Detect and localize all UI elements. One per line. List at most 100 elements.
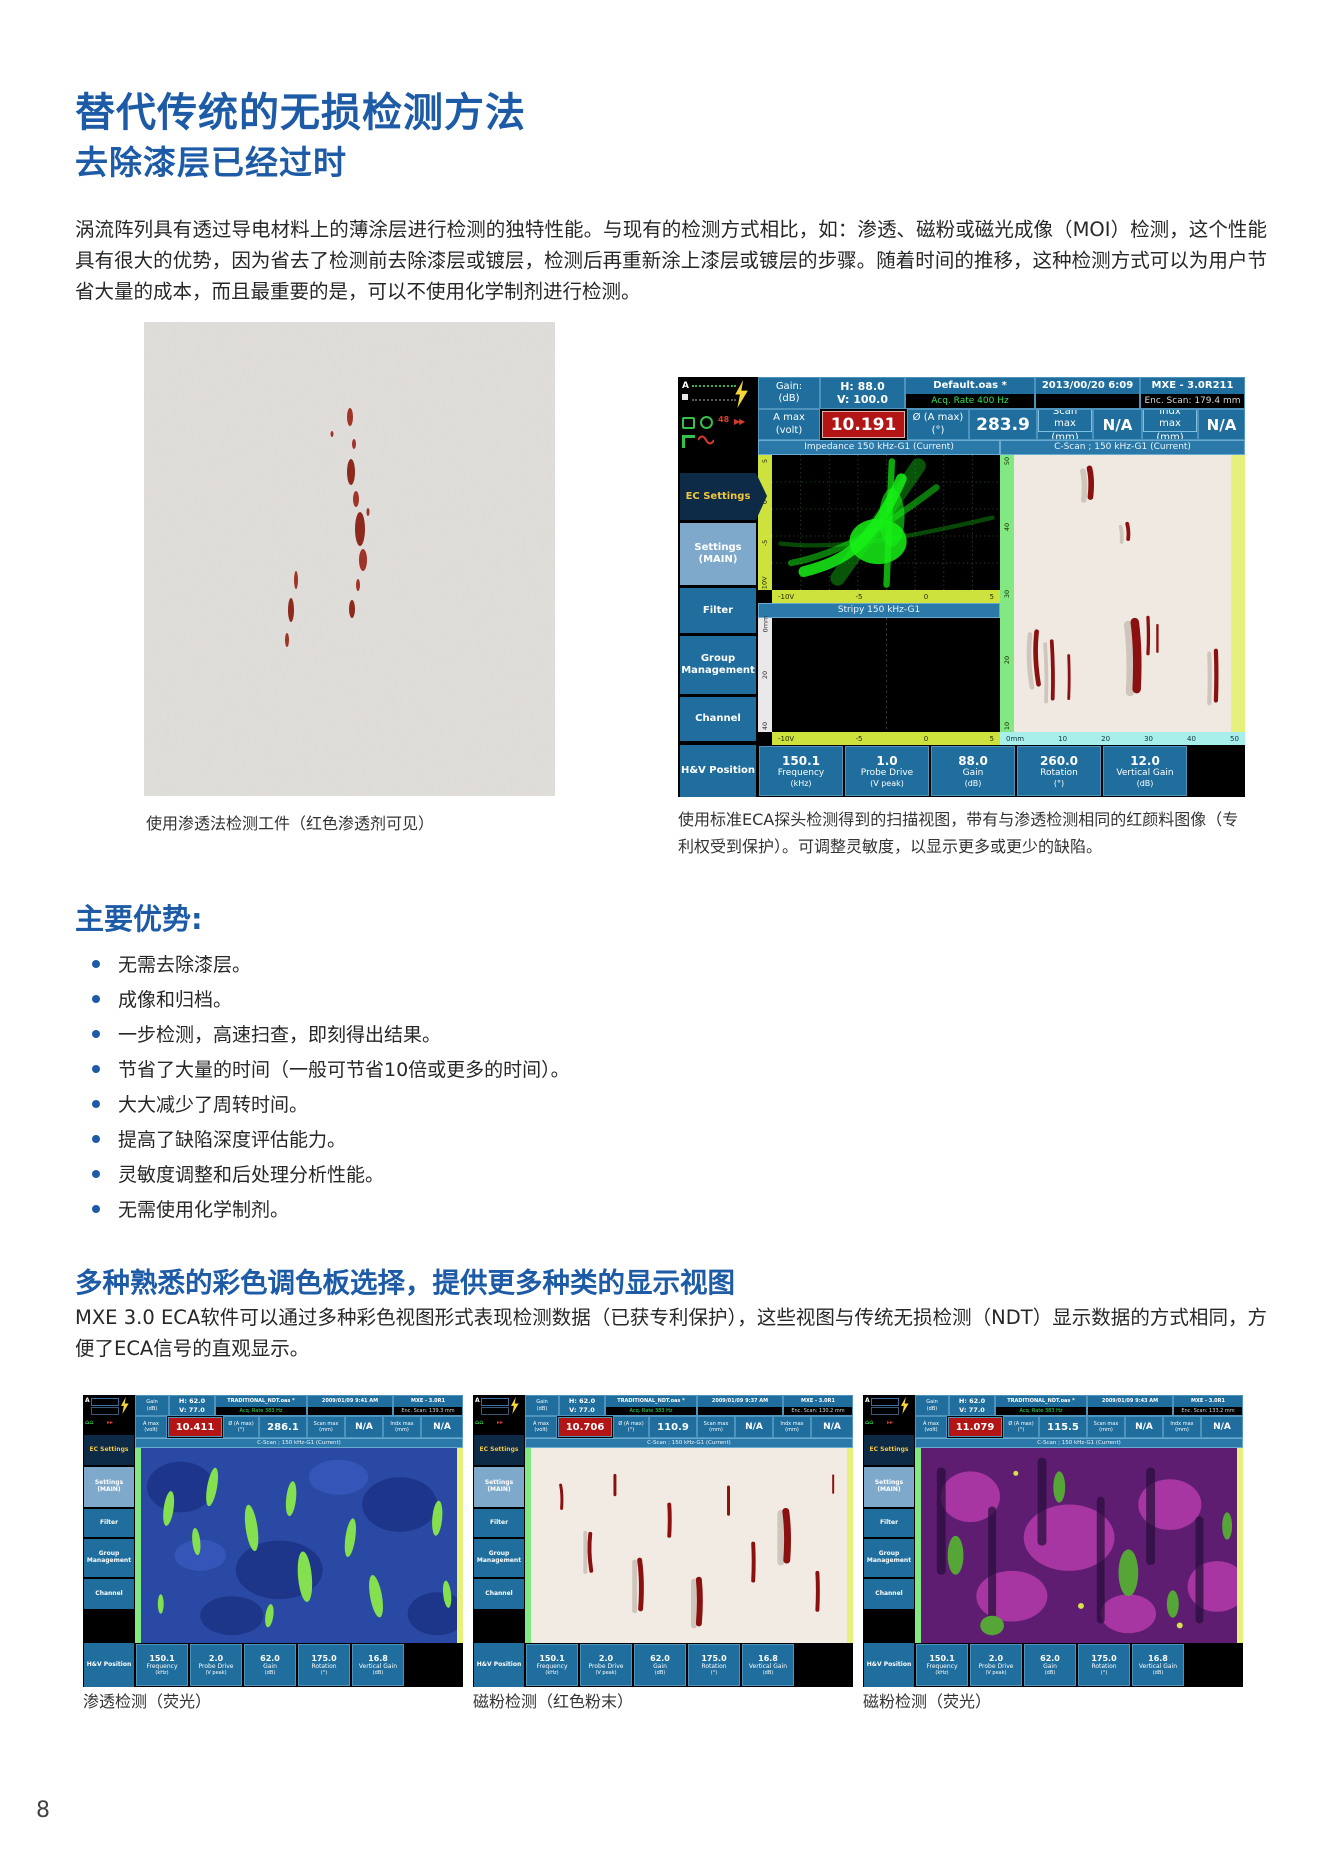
mini-topbar-row1: Gain (dB) H: 62.0 V: 77.0 TRADITIONAL_NDT.… (915, 1395, 1243, 1416)
mini-status-icons: A ⌂⌂ ▸▸ (83, 1395, 135, 1435)
file-name-cell: TRADITIONAL_NDT.oas * Acq. Rate 383 Hz (215, 1395, 307, 1416)
file-name-cell: TRADITIONAL_NDT.oas * Acq. Rate 383 Hz (995, 1395, 1087, 1416)
mxe-sidebar: A 48 ▶▶ EC Settings Settings (MAIN) Filt… (678, 377, 767, 797)
readout-gain: 62.0 Gain (dB) (634, 1644, 686, 1686)
bullet-icon (92, 1169, 100, 1178)
sidebar-button-group-management[interactable]: Group Management (680, 636, 756, 694)
mini-topbar-row2: A max (volt) 10.411 Ø (A max) (°) 286.1 Sc… (135, 1416, 463, 1438)
sidebar-button-group-management[interactable]: Group Management (84, 1539, 134, 1577)
readout-frequency: 150.1 Frequency (kHz) (136, 1644, 188, 1686)
sidebar-button-filter[interactable]: Filter (474, 1509, 524, 1537)
shot-caption-penetrant: 渗透检测（荧光） (83, 1692, 212, 1711)
sidebar-button-settings-main[interactable]: Settings (MAIN) (84, 1467, 134, 1507)
sidebar-button-channel[interactable]: Channel (84, 1579, 134, 1609)
sidebar-button-settings-main[interactable]: Settings (MAIN) (864, 1467, 914, 1507)
sidebar-button-ec-settings[interactable]: EC Settings (680, 473, 767, 520)
amax-value: 10.411 (168, 1417, 222, 1437)
sidebar-button-settings-main[interactable]: Settings (MAIN) (680, 523, 756, 585)
advantages-title: 主要优势: (75, 902, 203, 936)
file-name-cell: Default.oas * Acq. Rate 400 Hz (905, 377, 1035, 409)
waveform-icon (698, 435, 714, 445)
sidebar-button-ec-settings[interactable]: EC Settings (84, 1435, 134, 1465)
gain-hv-cell: H: 88.0 V: 100.0 (820, 377, 905, 409)
sidebar-button-hv-position[interactable]: H&V Position (84, 1643, 134, 1687)
photo-caption: 使用渗透法检测工件（红色渗透剂可见） (146, 814, 435, 833)
list-item: 灵敏度调整和后处理分析性能。 (92, 1156, 570, 1191)
phase-value: 110.9 (649, 1416, 697, 1438)
mini-sidebar: A ⌂⌂ ▸▸ EC Settings Settings (MAIN) Filte… (473, 1395, 525, 1687)
file-name-cell: TRADITIONAL_NDT.oas * Acq. Rate 383 Hz (605, 1395, 697, 1416)
list-item: 大大减少了周转时间。 (92, 1086, 570, 1121)
bullet-icon (92, 1064, 100, 1073)
sidebar-button-channel[interactable]: Channel (680, 697, 756, 741)
palettes-title: 多种熟悉的彩色调色板选择，提供更多种类的显示视图 (75, 1267, 735, 1299)
impedance-x-axis: -10V -5 0 5 (772, 590, 1000, 603)
sidebar-button-group-management[interactable]: Group Management (474, 1539, 524, 1577)
sidebar-button-channel[interactable]: Channel (864, 1579, 914, 1609)
shot-caption-fluorescent: 磁粉检测（荧光） (863, 1692, 992, 1711)
impedance-pane-title: Impedance 150 kHz-G1 (Current) (758, 440, 1000, 455)
mini-readout-bar: 150.1 Frequency (kHz) 2.0 Probe Drive (V pea… (525, 1643, 853, 1687)
impedance-plot (772, 455, 1000, 590)
datetime-cell: 2013/00/20 6:09 PM (1035, 377, 1140, 409)
sidebar-button-hv-position[interactable]: H&V Position (680, 745, 756, 797)
page-title: 替代传统的无损检测方法 (75, 90, 526, 136)
encoder-scan: Enc. Scan: 179.4 mm (1141, 394, 1244, 408)
sidebar-button-hv-position[interactable]: H&V Position (864, 1643, 914, 1687)
sidebar-button-ec-settings[interactable]: EC Settings (864, 1435, 914, 1465)
sidebar-button-filter[interactable]: Filter (84, 1509, 134, 1537)
list-item: 无需去除漆层。 (92, 946, 570, 981)
list-item: 提高了缺陷深度评估能力。 (92, 1121, 570, 1156)
sidebar-button-filter[interactable]: Filter (864, 1509, 914, 1537)
alarm-count-badge: 48 (718, 415, 730, 424)
mini-topbar-row2: A max (volt) 11.079 Ø (A max) (°) 115.5 Sc… (915, 1416, 1243, 1438)
mxe-topbar-row2: A max (volt) 10.191 Ø (A max) (°) 283.9 … (758, 409, 1245, 440)
bullet-icon (92, 1134, 100, 1143)
lightning-icon (120, 1397, 129, 1414)
readout-gain: 88.0 Gain (dB) (931, 746, 1015, 796)
readout-gain: 62.0 Gain (dB) (1024, 1644, 1076, 1686)
mini-readout-bar: 150.1 Frequency (kHz) 2.0 Probe Drive (V pea… (135, 1643, 463, 1687)
amax-value: 11.079 (948, 1417, 1002, 1437)
sidebar-button-channel[interactable]: Channel (474, 1579, 524, 1609)
sidebar-button-group-management[interactable]: Group Management (864, 1539, 914, 1577)
mxe-readout-bar: 150.1 Frequency (kHz) 1.0 Probe Drive (V… (758, 745, 1245, 797)
gear-icon (700, 416, 713, 429)
sidebar-button-filter[interactable]: Filter (680, 588, 756, 633)
list-item: 一步检测，高速扫查，即刻得出结果。 (92, 1016, 570, 1051)
impedance-pane: Impedance 150 kHz-G1 (Current) 5 0 -5 -1… (758, 440, 1000, 745)
readout-vertical-gain: 16.8 Vertical Gain (dB) (352, 1644, 404, 1686)
sidebar-button-ec-settings[interactable]: EC Settings (474, 1435, 524, 1465)
mxe-view-area: Impedance 150 kHz-G1 (Current) 5 0 -5 -1… (758, 440, 1245, 745)
alarm-icon: ▸▸ (887, 1419, 894, 1426)
b-scope-icon (682, 394, 688, 400)
readout-rotation: 175.0 Rotation (°) (688, 1644, 740, 1686)
sidebar-button-hv-position[interactable]: H&V Position (474, 1643, 524, 1687)
gear-icon: ⌂⌂ (865, 1419, 874, 1426)
amax-label-cell: A max (volt) (758, 409, 820, 440)
intro-paragraph: 涡流阵列具有透过导电材料上的薄涂层进行检测的独特性能。与现有的检测方式相比，如：… (75, 218, 1267, 304)
mxe-screenshot-caption: 使用标准ECA探头检测得到的扫描视图，带有与渗透检测相同的红颜料图像（专利权受到… (678, 810, 1239, 857)
gear-icon: ⌂⌂ (475, 1419, 484, 1426)
readout-rotation: 175.0 Rotation (°) (1078, 1644, 1130, 1686)
page-number: 8 (36, 1798, 50, 1823)
cscan-y-axis: 50 40 30 20 10 (1000, 455, 1014, 732)
lock-icon (682, 417, 695, 429)
sidebar-button-settings-main[interactable]: Settings (MAIN) (474, 1467, 524, 1507)
stripchart-pane-title: Stripy 150 kHz-G1 (758, 603, 1000, 618)
readout-frequency: 150.1 Frequency (kHz) (526, 1644, 578, 1686)
bullet-icon (92, 959, 100, 968)
readout-probe-drive: 2.0 Probe Drive (V peak) (190, 1644, 242, 1686)
mini-topbar-row2: A max (volt) 10.706 Ø (A max) (°) 110.9 Sc… (525, 1416, 853, 1438)
mini-topbar-row1: Gain (dB) H: 62.0 V: 77.0 TRADITIONAL_NDT.… (135, 1395, 463, 1416)
readout-gain: 62.0 Gain (dB) (244, 1644, 296, 1686)
datetime-cell: 2009/01/09 9:37 AM (697, 1395, 783, 1416)
phase-label-cell: Ø (A max) (°) (907, 409, 969, 440)
mini-readout-bar: 150.1 Frequency (kHz) 2.0 Probe Drive (V pea… (915, 1643, 1243, 1687)
bullet-icon (92, 994, 100, 1003)
probe-icon (682, 435, 695, 448)
readout-vertical-gain: 16.8 Vertical Gain (dB) (1132, 1644, 1184, 1686)
mini-status-icons: A ⌂⌂ ▸▸ (863, 1395, 915, 1435)
phase-value: 286.1 (259, 1416, 307, 1438)
gain-label-cell: Gain: (dB) (758, 377, 820, 409)
